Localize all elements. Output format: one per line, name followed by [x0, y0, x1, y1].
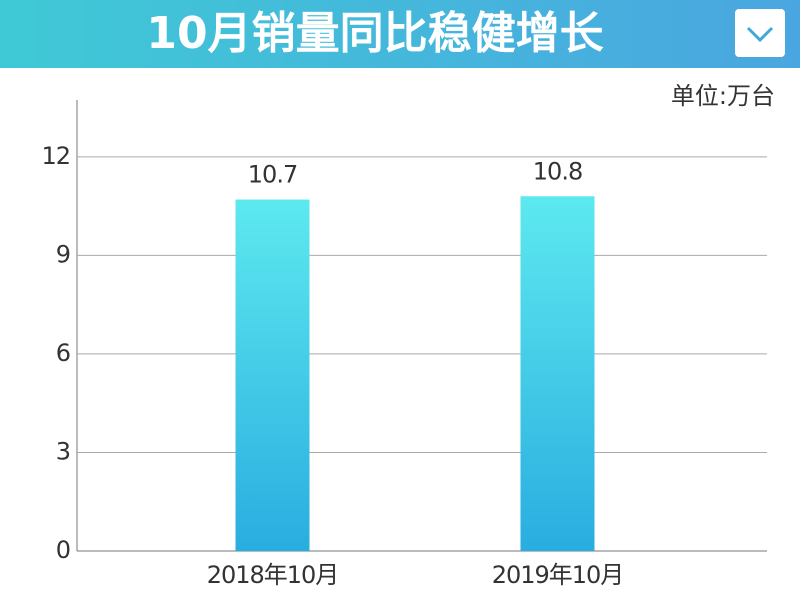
bar: [235, 199, 310, 551]
y-tick-label: 0: [56, 536, 70, 564]
y-tick-label: 6: [56, 339, 70, 367]
value-label: 10.8: [533, 157, 582, 185]
chart-title: 10月销量同比稳健增长: [146, 8, 603, 59]
header: [0, 0, 800, 68]
x-tick-label: 2019年10月: [492, 561, 624, 589]
dropdown-button[interactable]: [735, 9, 785, 57]
value-label: 10.7: [248, 161, 297, 189]
x-tick-label: 2018年10月: [207, 561, 339, 589]
unit-label: 单位:万台: [671, 82, 775, 110]
y-tick-label: 12: [41, 142, 70, 170]
y-tick-label: 9: [56, 240, 70, 268]
bar: [520, 196, 595, 551]
y-tick-label: 3: [56, 437, 70, 465]
